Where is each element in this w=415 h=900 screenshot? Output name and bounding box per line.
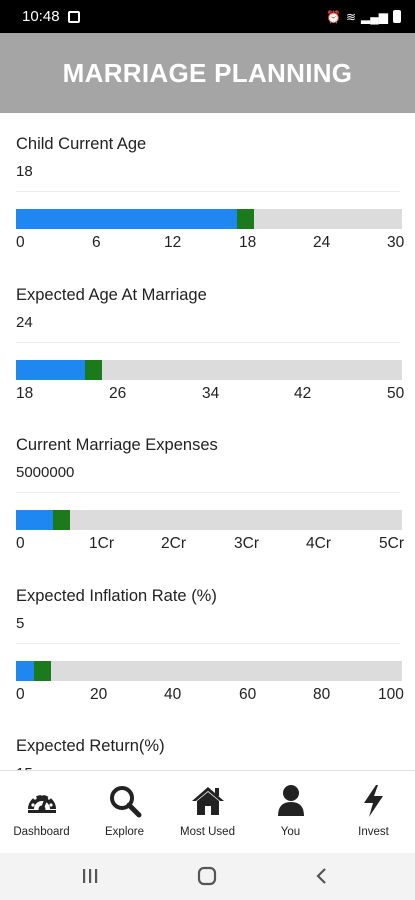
form-content[interactable]: Child Current Age 18 0 6 12 18 24 30 Expected… xyxy=(0,113,415,770)
divider xyxy=(16,342,400,343)
slider-tick-label: 26 xyxy=(109,385,127,402)
divider xyxy=(16,191,400,192)
slider-tick-label: 0 xyxy=(16,686,25,703)
user-icon xyxy=(277,785,304,816)
expected-inflation-rate-slider[interactable] xyxy=(16,661,402,681)
slider-thumb[interactable] xyxy=(53,510,70,530)
slider-fill xyxy=(16,510,53,530)
slider-fill xyxy=(16,209,237,229)
battery-icon xyxy=(393,10,401,23)
image-notification-icon xyxy=(67,10,80,23)
slider-tick-label: 80 xyxy=(313,686,331,703)
slider-tick-label: 5Cr xyxy=(379,535,404,552)
current-marriage-expenses-slider[interactable] xyxy=(16,510,402,530)
signal-icon: ▂▄▆ xyxy=(361,9,388,24)
field-value: 24 xyxy=(16,314,33,331)
nav-item-dashboard[interactable]: Dashboard xyxy=(0,771,83,854)
expected-age-at-marriage-slider[interactable] xyxy=(16,360,402,380)
slider-tick-label: 12 xyxy=(164,234,182,251)
nav-item-explore[interactable]: Explore xyxy=(83,771,166,854)
field-label: Expected Return(%) xyxy=(16,737,165,755)
home-button-icon[interactable] xyxy=(187,863,227,889)
nav-label: Explore xyxy=(105,826,144,838)
slider-tick-label: 40 xyxy=(164,686,182,703)
current-marriage-expenses-field: Current Marriage Expenses 5000000 xyxy=(16,436,400,481)
status-time: 10:48 xyxy=(22,8,60,25)
back-icon[interactable] xyxy=(302,863,342,889)
slider-ticks: 0 1Cr 2Cr 3Cr 4Cr 5Cr xyxy=(16,535,404,555)
slider-fill xyxy=(16,360,85,380)
slider-tick-label: 4Cr xyxy=(306,535,331,552)
field-value: 18 xyxy=(16,163,33,180)
slider-tick-label: 6 xyxy=(92,234,101,251)
status-bar: 10:48 ⏰ ≋ ▂▄▆ xyxy=(0,0,415,33)
nav-item-most-used[interactable]: Most Used xyxy=(166,771,249,854)
expected-return-field: Expected Return(%) 15 xyxy=(16,737,400,770)
nav-item-you[interactable]: You xyxy=(249,771,332,854)
slider-tick-label: 2Cr xyxy=(161,535,186,552)
home-icon xyxy=(191,787,224,815)
slider-tick-label: 30 xyxy=(387,234,405,251)
field-value: 15 xyxy=(16,765,400,770)
slider-thumb[interactable] xyxy=(237,209,254,229)
slider-thumb[interactable] xyxy=(85,360,102,380)
slider-tick-label: 60 xyxy=(239,686,257,703)
lightning-icon xyxy=(363,785,383,817)
divider xyxy=(16,492,400,493)
slider-ticks: 18 26 34 42 50 xyxy=(16,385,404,405)
field-label: Expected Age At Marriage xyxy=(16,286,207,304)
page-title: MARRIAGE PLANNING xyxy=(62,57,353,88)
search-icon xyxy=(109,786,141,818)
child-current-age-slider[interactable] xyxy=(16,209,402,229)
field-label: Child Current Age xyxy=(16,135,147,153)
slider-tick-label: 0 xyxy=(16,234,25,251)
field-label: Current Marriage Expenses xyxy=(16,436,218,454)
divider xyxy=(16,643,400,644)
system-navigation-bar xyxy=(0,853,415,900)
nav-item-invest[interactable]: Invest xyxy=(332,771,415,854)
dashboard-icon xyxy=(27,792,56,813)
slider-ticks: 0 6 12 18 24 30 xyxy=(16,234,404,254)
slider-tick-label: 100 xyxy=(378,686,404,703)
field-label: Expected Inflation Rate (%) xyxy=(16,587,217,605)
slider-tick-label: 50 xyxy=(387,385,405,402)
nav-label: You xyxy=(280,826,301,838)
nav-label: Dashboard xyxy=(13,826,70,838)
nav-label: Most Used xyxy=(180,826,235,838)
expected-age-at-marriage-field: Expected Age At Marriage 24 xyxy=(16,286,400,331)
field-value: 5000000 xyxy=(16,464,75,481)
slider-tick-label: 18 xyxy=(239,234,257,251)
child-current-age-field: Child Current Age 18 xyxy=(16,135,400,180)
nav-label: Invest xyxy=(358,826,389,838)
slider-tick-label: 3Cr xyxy=(234,535,259,552)
slider-fill xyxy=(16,661,34,681)
alarm-icon: ⏰ xyxy=(326,9,341,24)
slider-tick-label: 0 xyxy=(16,535,25,552)
slider-tick-label: 18 xyxy=(16,385,34,402)
wifi-icon: ≋ xyxy=(345,9,357,24)
expected-inflation-rate-field: Expected Inflation Rate (%) 5 xyxy=(16,587,400,632)
field-value: 5 xyxy=(16,615,25,632)
slider-tick-label: 20 xyxy=(90,686,108,703)
slider-tick-label: 1Cr xyxy=(89,535,114,552)
slider-thumb[interactable] xyxy=(34,661,51,681)
slider-tick-label: 34 xyxy=(202,385,220,402)
recent-apps-icon[interactable] xyxy=(70,863,110,889)
slider-tick-label: 24 xyxy=(313,234,331,251)
slider-ticks: 0 20 40 60 80 100 xyxy=(16,686,404,706)
bottom-navigation: Dashboard Explore Most Used You Invest xyxy=(0,770,415,853)
app-header: MARRIAGE PLANNING xyxy=(0,33,415,113)
slider-tick-label: 42 xyxy=(294,385,312,402)
